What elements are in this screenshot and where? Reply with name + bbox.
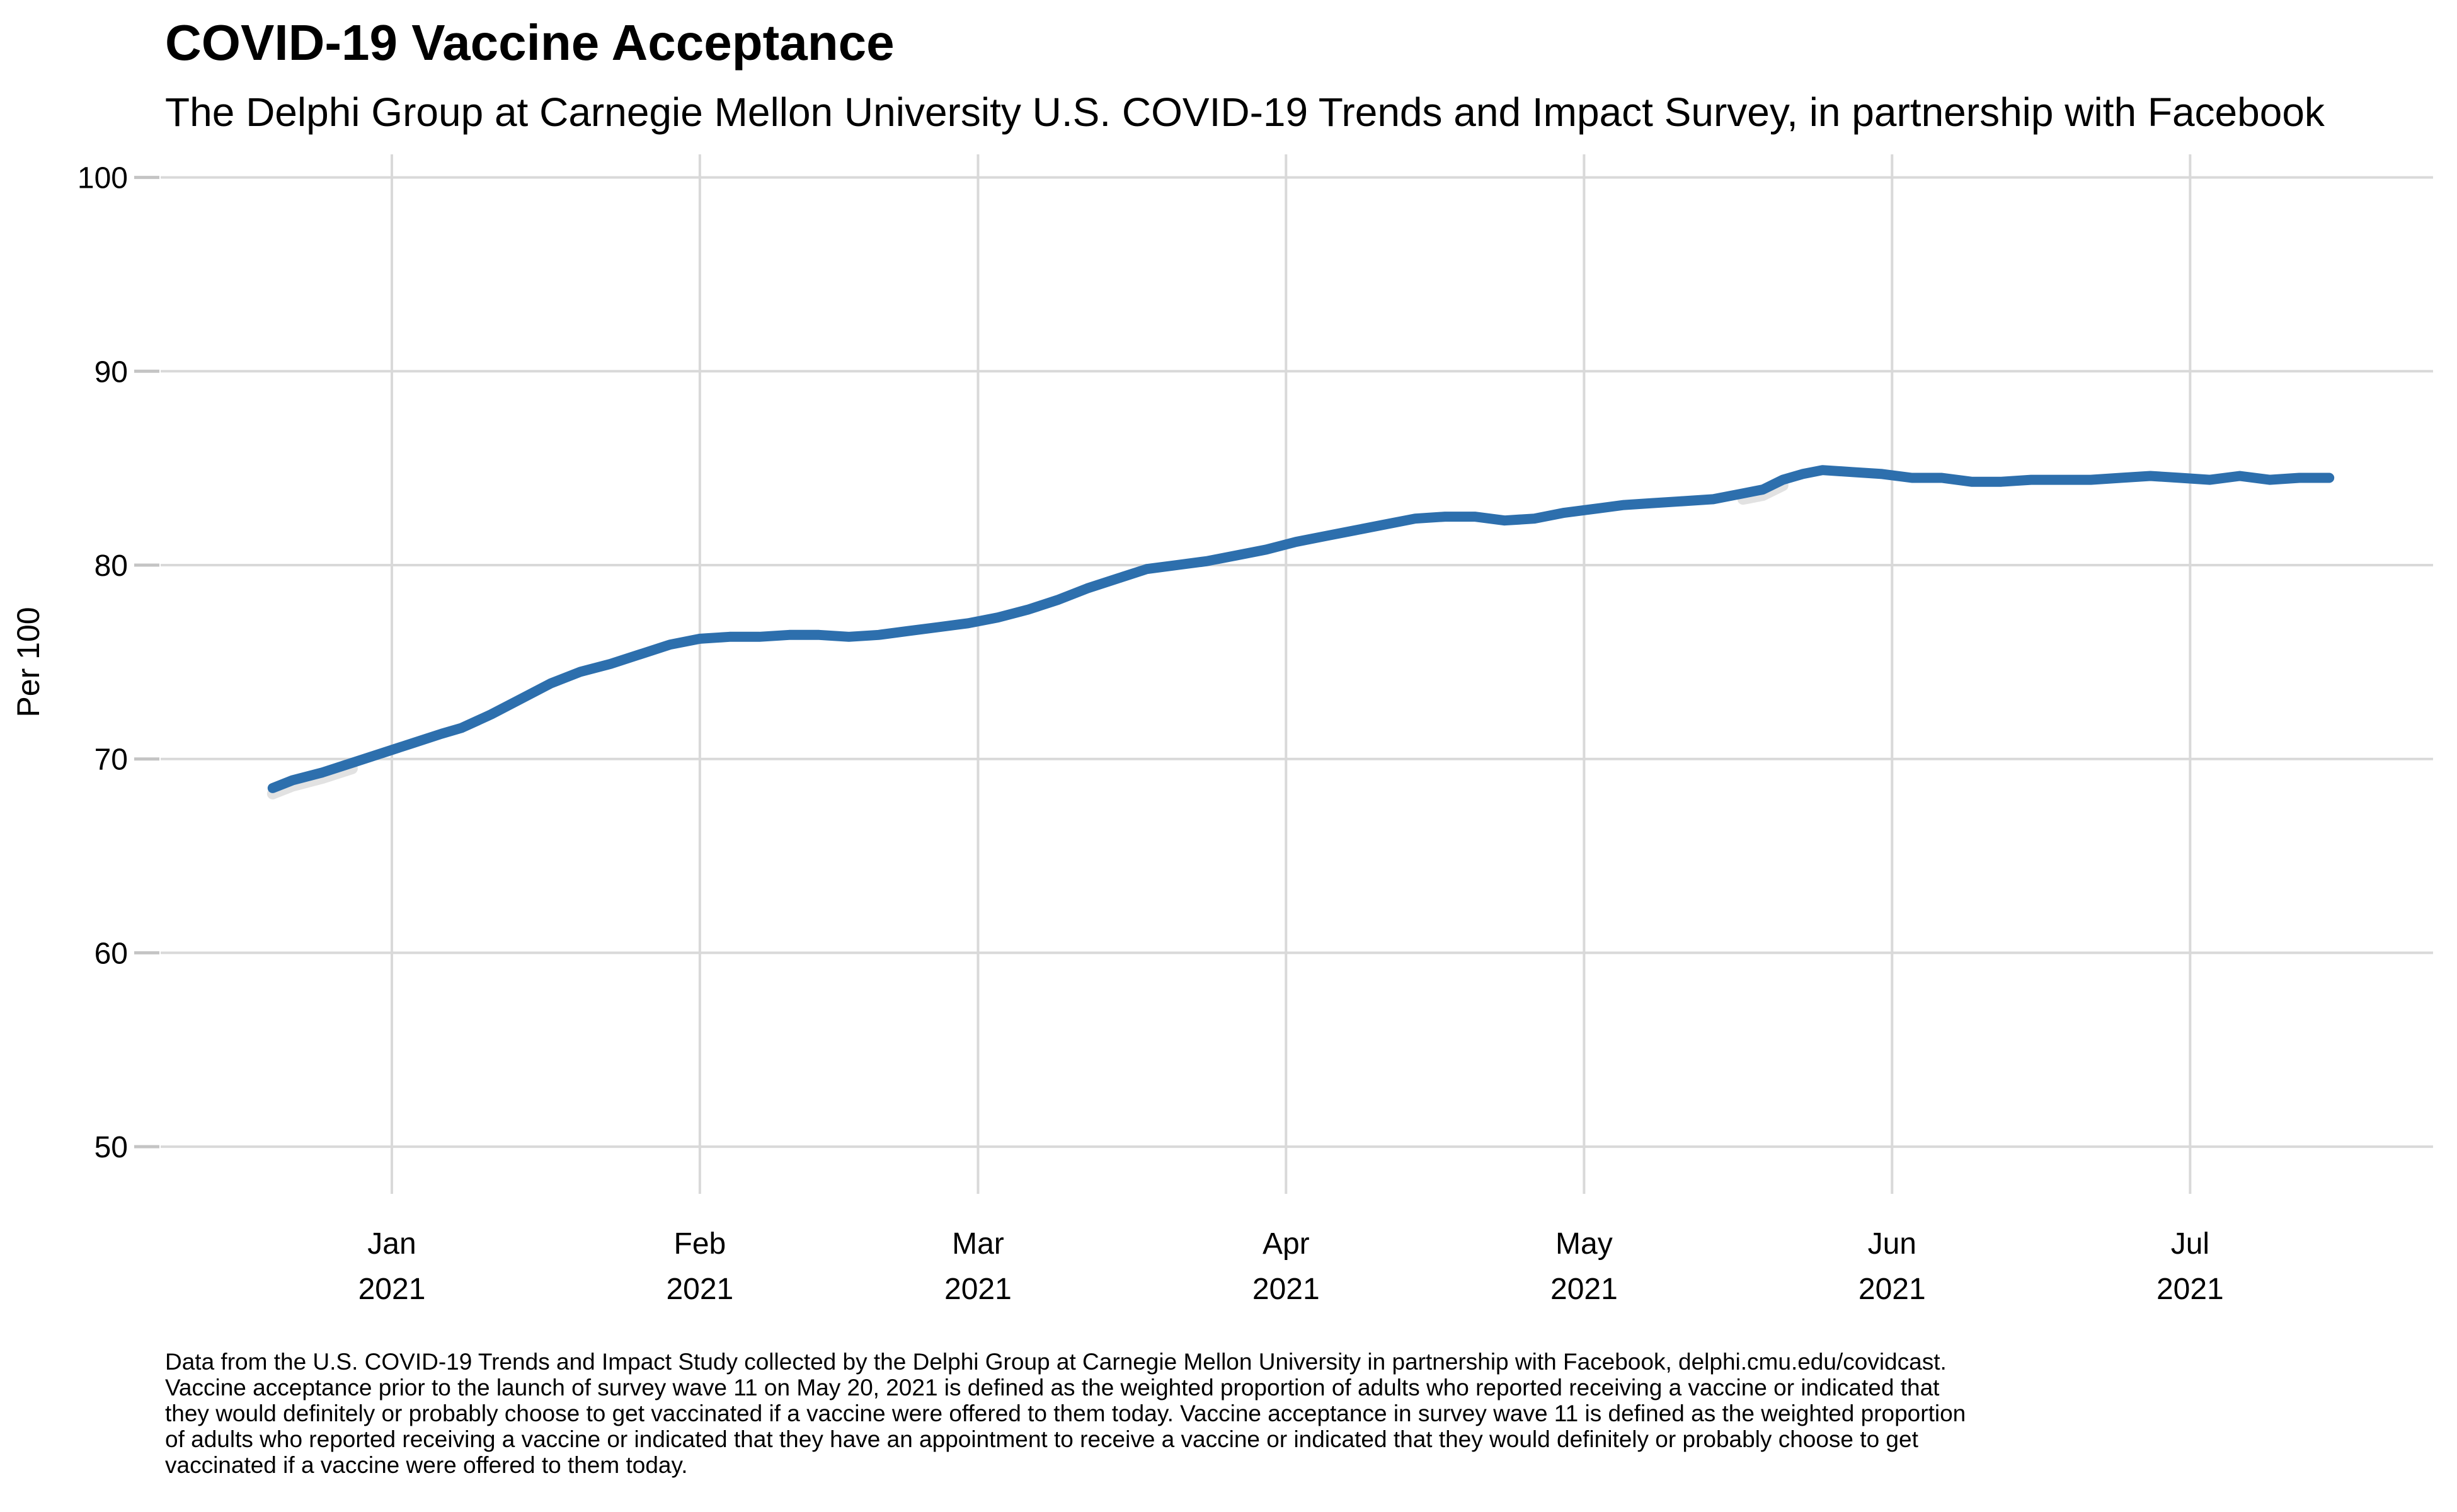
x-tick-label: Jan 2021 [358, 1227, 426, 1306]
x-tick-year: 2021 [1550, 1273, 1618, 1306]
y-tick-label: 80 [94, 549, 128, 583]
series-layer [266, 465, 2335, 799]
chart-title: COVID-19 Vaccine Acceptance [165, 14, 895, 71]
x-tick-month: Mar [952, 1227, 1004, 1261]
axis-layer: 50 60 70 80 90 100 Jan 2021 Feb 2021 Mar 2021 Apr 202… [77, 162, 2224, 1306]
y-tick-label: 50 [94, 1131, 128, 1164]
x-tick-year: 2021 [944, 1273, 1012, 1306]
gridline-layer [161, 154, 2433, 1194]
x-tick-label: Jun 2021 [1858, 1227, 1926, 1306]
caption-line: they would definitely or probably choose… [165, 1400, 1966, 1426]
x-tick-year: 2021 [2156, 1273, 2224, 1306]
chart-subtitle: The Delphi Group at Carnegie Mellon Univ… [165, 89, 2325, 135]
x-tick-year: 2021 [358, 1273, 426, 1306]
caption-line: Data from the U.S. COVID-19 Trends and I… [165, 1349, 1947, 1375]
x-tick-month: Jan [367, 1227, 416, 1261]
acceptance-line [267, 465, 2335, 793]
x-tick-year: 2021 [1252, 1273, 1320, 1306]
x-tick-label: Mar 2021 [944, 1227, 1012, 1306]
y-axis-title: Per 100 [11, 607, 46, 717]
x-tick-month: May [1555, 1227, 1613, 1261]
caption-line: Vaccine acceptance prior to the launch o… [165, 1375, 1940, 1400]
x-tick-label: Feb 2021 [666, 1227, 733, 1306]
x-tick-month: Jun [1868, 1227, 1916, 1261]
y-tick-label: 70 [94, 743, 128, 777]
x-tick-year: 2021 [1858, 1273, 1926, 1306]
x-tick-label: Jul 2021 [2156, 1227, 2224, 1306]
x-tick-label: Apr 2021 [1252, 1227, 1320, 1306]
x-tick-month: Feb [674, 1227, 726, 1261]
y-tick-label: 60 [94, 937, 128, 970]
x-tick-label: May 2021 [1550, 1227, 1618, 1306]
x-tick-month: Jul [2171, 1227, 2209, 1261]
y-tick-label: 100 [77, 162, 128, 195]
confidence-band-peek [266, 762, 358, 799]
x-tick-year: 2021 [666, 1273, 733, 1306]
confidence-band-peek [1737, 479, 1789, 505]
x-tick-month: Apr [1263, 1227, 1310, 1261]
caption-line: of adults who reported receiving a vacci… [165, 1426, 1919, 1452]
caption-line: vaccinated if a vaccine were offered to … [165, 1452, 688, 1478]
source-caption: Data from the U.S. COVID-19 Trends and I… [165, 1349, 1966, 1478]
y-tick-label: 90 [94, 355, 128, 389]
